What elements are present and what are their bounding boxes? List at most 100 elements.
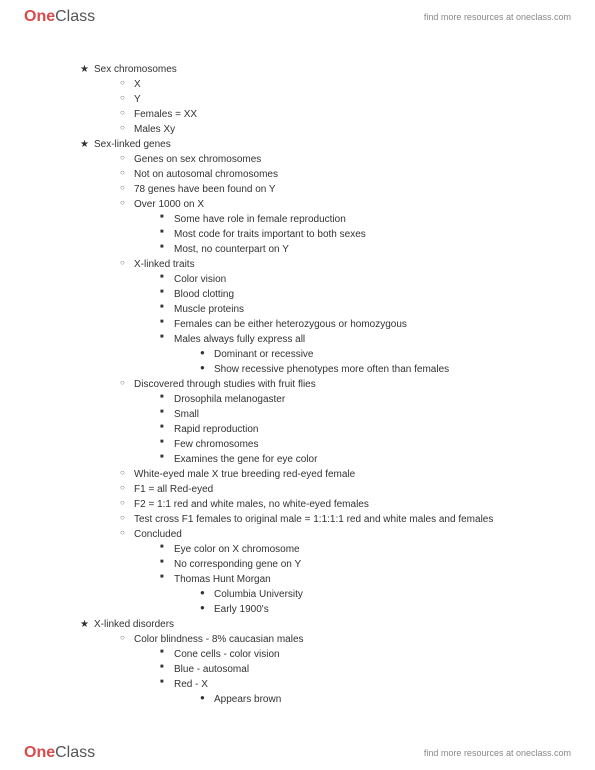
sqr-bullet-icon: ■ [160,408,174,417]
outline-item: ○X-linked traits [120,257,515,272]
outline-item-text: Blue - autosomal [174,662,515,677]
sqr-bullet-icon: ■ [160,393,174,402]
outline-item: ○Genes on sex chromosomes [120,152,515,167]
outline-item: ●Columbia University [200,587,515,602]
dot-bullet-icon: ● [200,362,214,374]
sqr-bullet-icon: ■ [160,303,174,312]
star-bullet-icon: ★ [80,62,94,77]
outline-item: ■Few chromosomes [160,437,515,452]
outline-item-text: Rapid reproduction [174,422,515,437]
outline-item-text: Few chromosomes [174,437,515,452]
outline-item-text: Examines the gene for eye color [174,452,515,467]
outline-item: ■Thomas Hunt Morgan [160,572,515,587]
circ-bullet-icon: ○ [120,152,134,164]
footer-tagline: find more resources at oneclass.com [424,748,571,758]
outline-item: ●Appears brown [200,692,515,707]
sqr-bullet-icon: ■ [160,453,174,462]
outline-item: ○Test cross F1 females to original male … [120,512,515,527]
sqr-bullet-icon: ■ [160,228,174,237]
brand-logo-class-footer: Class [55,744,95,762]
dot-bullet-icon: ● [200,602,214,614]
outline-item-text: Early 1900's [214,602,515,617]
circ-bullet-icon: ○ [120,107,134,119]
outline-item-text: Genes on sex chromosomes [134,152,515,167]
outline-item-text: Eye color on X chromosome [174,542,515,557]
outline-item-text: Show recessive phenotypes more often tha… [214,362,515,377]
dot-bullet-icon: ● [200,347,214,359]
outline-item: ○Discovered through studies with fruit f… [120,377,515,392]
outline-item: ○Y [120,92,515,107]
outline-item: ■Cone cells - color vision [160,647,515,662]
sqr-bullet-icon: ■ [160,423,174,432]
circ-bullet-icon: ○ [120,77,134,89]
brand-logo-class: Class [55,8,95,26]
outline-item-text: Discovered through studies with fruit fl… [134,377,515,392]
page-header: OneClass find more resources at oneclass… [0,0,595,34]
sqr-bullet-icon: ■ [160,318,174,327]
dot-bullet-icon: ● [200,692,214,704]
outline-item: ■No corresponding gene on Y [160,557,515,572]
sqr-bullet-icon: ■ [160,558,174,567]
sqr-bullet-icon: ■ [160,243,174,252]
outline-item-text: Color blindness - 8% caucasian males [134,632,515,647]
outline-item-text: F1 = all Red-eyed [134,482,515,497]
outline-item-text: X-linked disorders [94,617,515,632]
outline-item: ■Blood clotting [160,287,515,302]
outline-item: ○X [120,77,515,92]
outline-item: ○Concluded [120,527,515,542]
outline-item-text: Males always fully express all [174,332,515,347]
outline-item: ○Color blindness - 8% caucasian males [120,632,515,647]
outline-item-text: Most code for traits important to both s… [174,227,515,242]
circ-bullet-icon: ○ [120,497,134,509]
outline-item: ■Small [160,407,515,422]
outline-item-text: Concluded [134,527,515,542]
outline-item-text: X [134,77,515,92]
circ-bullet-icon: ○ [120,512,134,524]
document-body: ★Sex chromosomes○X○Y○Females = XX○Males … [0,34,595,707]
outline-item: ○Females = XX [120,107,515,122]
outline-item: ■Males always fully express all [160,332,515,347]
outline-item: ■Color vision [160,272,515,287]
outline-item-text: Y [134,92,515,107]
outline-item: ■Muscle proteins [160,302,515,317]
page-footer: OneClass find more resources at oneclass… [0,736,595,770]
circ-bullet-icon: ○ [120,197,134,209]
sqr-bullet-icon: ■ [160,273,174,282]
outline-item-text: Muscle proteins [174,302,515,317]
header-tagline: find more resources at oneclass.com [424,12,571,22]
star-bullet-icon: ★ [80,617,94,632]
outline-item-text: Appears brown [214,692,515,707]
outline-item: ●Early 1900's [200,602,515,617]
sqr-bullet-icon: ■ [160,333,174,342]
circ-bullet-icon: ○ [120,377,134,389]
outline-item: ■Blue - autosomal [160,662,515,677]
outline-item: ■Drosophila melanogaster [160,392,515,407]
star-bullet-icon: ★ [80,137,94,152]
outline-item: ○Over 1000 on X [120,197,515,212]
outline-item-text: Over 1000 on X [134,197,515,212]
outline-item-text: White-eyed male X true breeding red-eyed… [134,467,515,482]
outline-item-text: Females = XX [134,107,515,122]
circ-bullet-icon: ○ [120,182,134,194]
outline-item: ■Red - X [160,677,515,692]
dot-bullet-icon: ● [200,587,214,599]
outline-item: ○F2 = 1:1 red and white males, no white-… [120,497,515,512]
sqr-bullet-icon: ■ [160,663,174,672]
sqr-bullet-icon: ■ [160,573,174,582]
outline-item-text: Color vision [174,272,515,287]
outline-item: ★Sex chromosomes [80,62,515,77]
outline-item-text: Columbia University [214,587,515,602]
outline-item-text: Drosophila melanogaster [174,392,515,407]
outline-item-text: F2 = 1:1 red and white males, no white-e… [134,497,515,512]
brand-logo-one: One [24,8,55,26]
outline-item: ○Not on autosomal chromosomes [120,167,515,182]
outline-item-text: Test cross F1 females to original male =… [134,512,515,527]
outline-item-text: Cone cells - color vision [174,647,515,662]
outline-item-text: Females can be either heterozygous or ho… [174,317,515,332]
sqr-bullet-icon: ■ [160,648,174,657]
outline-item-text: 78 genes have been found on Y [134,182,515,197]
outline-item: ■Some have role in female reproduction [160,212,515,227]
brand-logo-footer: OneClass [24,744,95,762]
outline-item-text: Blood clotting [174,287,515,302]
outline-item: ■Examines the gene for eye color [160,452,515,467]
